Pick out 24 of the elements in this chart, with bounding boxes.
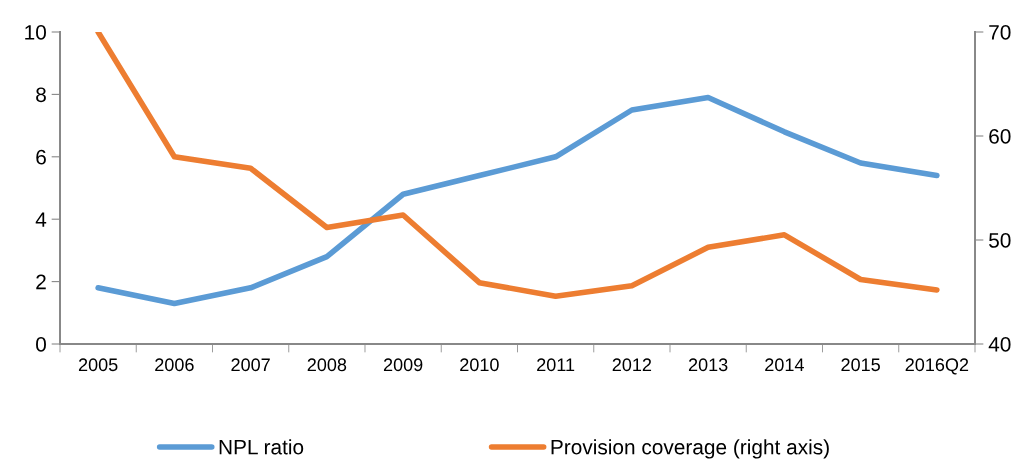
x-tick-label: 2009 [383, 358, 423, 372]
y-tick-label: 4 [35, 212, 47, 227]
y2-tick-label: 60 [989, 129, 1011, 144]
x-tick-label: 2010 [460, 358, 499, 372]
y-tick-label: 8 [36, 87, 46, 103]
legend-label: NPL ratio [219, 439, 304, 455]
x-tick-label: 2014 [765, 358, 804, 372]
y-tick-label: 2 [36, 274, 46, 290]
legend-label: Provision coverage (right axis) [551, 439, 829, 459]
x-tick-label: 2005 [78, 358, 118, 372]
x-tick-label: 2008 [307, 358, 347, 372]
y-tick-label: 0 [36, 337, 46, 352]
x-tick-label: 2016Q2 [905, 358, 969, 375]
x-tick-label: 2015 [841, 358, 880, 372]
y-tick-label: 6 [36, 149, 46, 165]
x-tick-label: 2007 [231, 358, 270, 372]
x-tick-label: 2013 [688, 358, 728, 372]
x-tick-label: 2006 [155, 358, 194, 372]
y2-tick-label: 70 [989, 25, 1011, 40]
x-tick-label: 2011 [537, 358, 575, 372]
y2-tick-label: 40 [988, 337, 1011, 352]
x-tick-label: 2012 [612, 358, 652, 372]
y2-tick-label: 50 [989, 233, 1011, 248]
y-tick-label: 10 [25, 25, 46, 40]
